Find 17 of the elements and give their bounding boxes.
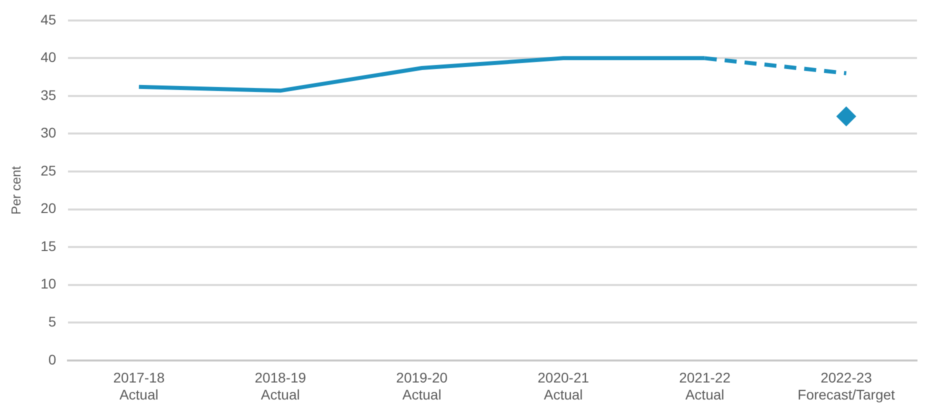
x-tick-label: 2017-18 Actual (113, 370, 165, 402)
y-tick-label: 10 (40, 276, 56, 292)
y-tick-label: 20 (40, 200, 56, 216)
y-tick-label: 15 (40, 238, 56, 254)
y-tick-label: 35 (40, 86, 56, 103)
y-tick-label: 25 (40, 162, 56, 178)
x-tick-label: 2020-21 Actual (538, 370, 590, 402)
y-tick-label: 0 (48, 351, 56, 368)
y-tick-label: 30 (40, 124, 56, 141)
y-tick-label: 40 (40, 49, 56, 66)
x-tick-label: 2021-22 Actual (679, 370, 731, 402)
x-tick-label: 2019-20 Actual (396, 370, 448, 402)
y-tick-label: 45 (40, 11, 56, 28)
y-tick-label: 5 (48, 313, 56, 330)
x-tick-label: 2022-23 Forecast/Target (798, 370, 896, 402)
x-tick-label: 2018-19 Actual (254, 370, 306, 402)
y-axis-title: Per cent (8, 166, 24, 215)
